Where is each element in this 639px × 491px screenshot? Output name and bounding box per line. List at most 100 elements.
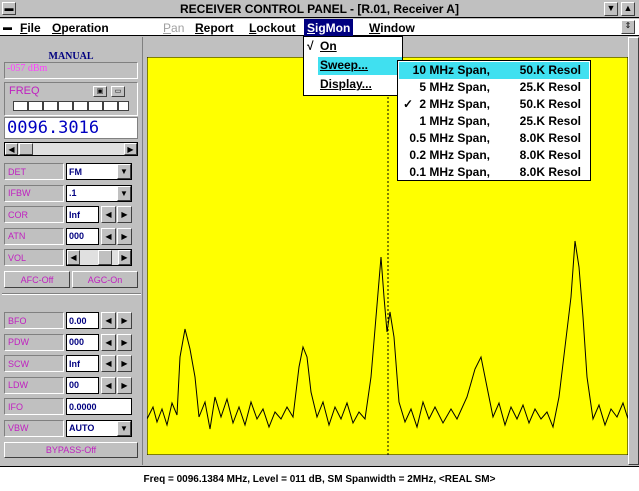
menu-item[interactable]: Pan bbox=[163, 21, 185, 35]
field-value[interactable]: .1 bbox=[66, 184, 132, 202]
freq-display: 0096.3016 bbox=[4, 117, 138, 139]
sweep-option[interactable]: 1 MHz Span, 25.K Resol bbox=[399, 113, 589, 130]
slider-left[interactable]: ◀ bbox=[67, 250, 80, 265]
field-value[interactable]: 00 bbox=[66, 376, 99, 394]
dropdown-button[interactable]: ▼ bbox=[117, 420, 131, 436]
spin-down[interactable]: ◀ bbox=[101, 355, 116, 372]
menu-item[interactable]: Lockout bbox=[249, 21, 296, 35]
maximize-button[interactable]: ▲ bbox=[621, 2, 635, 16]
title: RECEIVER CONTROL PANEL - [R.01, Receiver… bbox=[180, 2, 459, 16]
span-text: 0.5 MHz Span, bbox=[409, 131, 490, 145]
spin-down[interactable]: ◀ bbox=[101, 312, 116, 329]
span-text: 1 MHz Span, bbox=[419, 114, 490, 128]
afc-button[interactable]: AFC-Off bbox=[4, 271, 70, 288]
sweep-option[interactable]: ✓ 2 MHz Span, 50.K Resol bbox=[399, 96, 589, 113]
menu-option[interactable]: Sweep... bbox=[318, 57, 402, 75]
menu-option[interactable]: On bbox=[320, 39, 337, 53]
bypass-button[interactable]: BYPASS-Off bbox=[4, 442, 138, 458]
spin-up[interactable]: ▶ bbox=[117, 206, 132, 223]
spin-up[interactable]: ▶ bbox=[117, 312, 132, 329]
dropdown-button[interactable]: ▼ bbox=[117, 164, 131, 179]
slider-right[interactable]: ▶ bbox=[118, 250, 131, 265]
menu-bar: ▬ ⇕ File Operation Pan Report Lockout SigMon W… bbox=[0, 19, 639, 36]
field-label: ATN bbox=[4, 227, 64, 245]
level-display: -057 dBm bbox=[4, 62, 138, 79]
minimize-button[interactable]: ▼ bbox=[604, 2, 618, 16]
restore-button[interactable]: ⇕ bbox=[621, 20, 635, 34]
freq-button[interactable]: ▣ bbox=[93, 86, 107, 97]
resol-text: 25.K Resol bbox=[519, 114, 581, 128]
spectrum-trace bbox=[147, 240, 628, 430]
resol-text: 50.K Resol bbox=[519, 63, 581, 77]
resol-text: 8.0K Resol bbox=[519, 165, 581, 179]
field-label: VOL bbox=[4, 249, 64, 266]
spin-down[interactable]: ◀ bbox=[101, 227, 116, 245]
field-label: IFBW bbox=[4, 184, 64, 202]
sweep-menu: 10 MHz Span, 50.K Resol 5 MHz Span, 25.K Re… bbox=[397, 60, 591, 181]
field-label: SCW bbox=[4, 355, 64, 372]
span-text: 2 MHz Span, bbox=[419, 97, 490, 111]
field-value[interactable]: Inf bbox=[66, 206, 99, 223]
spin-up[interactable]: ▶ bbox=[117, 227, 132, 245]
menu-option[interactable]: Display... bbox=[320, 77, 372, 91]
field-label: BFO bbox=[4, 312, 64, 329]
resol-text: 8.0K Resol bbox=[519, 148, 581, 162]
menu-item[interactable]: SigMon bbox=[304, 19, 354, 36]
span-text: 10 MHz Span, bbox=[412, 63, 490, 77]
title-bar: ▬ RECEIVER CONTROL PANEL - [R.01, Receiv… bbox=[0, 0, 639, 18]
sweep-option[interactable]: 0.1 MHz Span, 8.0K Resol bbox=[399, 164, 589, 181]
dropdown-button[interactable]: ▼ bbox=[117, 185, 131, 201]
menu-item[interactable]: Window bbox=[369, 21, 415, 35]
left-panel: MANUAL -057 dBm FREQ ▣ ▭ 0096.3016 ◀ ▶ D… bbox=[0, 37, 143, 465]
field-value[interactable]: 0.0000 bbox=[66, 398, 132, 415]
spin-down[interactable]: ◀ bbox=[101, 333, 116, 351]
system-menu[interactable]: ▬ bbox=[2, 2, 16, 15]
spin-up[interactable]: ▶ bbox=[117, 355, 132, 372]
mode-label: MANUAL bbox=[48, 51, 94, 62]
resol-text: 25.K Resol bbox=[519, 80, 581, 94]
menu-item[interactable]: File bbox=[20, 21, 41, 35]
sweep-option[interactable]: 10 MHz Span, 50.K Resol bbox=[399, 62, 589, 79]
slider-thumb[interactable] bbox=[98, 250, 112, 265]
status-bar: Freq = 0096.1384 MHz, Level = 011 dB, SM… bbox=[0, 466, 639, 491]
field-label: LDW bbox=[4, 376, 64, 394]
freq-button[interactable]: ▭ bbox=[111, 86, 125, 97]
spin-down[interactable]: ◀ bbox=[101, 206, 116, 223]
spin-down[interactable]: ◀ bbox=[101, 376, 116, 394]
separator bbox=[2, 293, 141, 295]
resol-text: 50.K Resol bbox=[519, 97, 581, 111]
plot-scrollbar[interactable] bbox=[628, 37, 639, 465]
menu-item[interactable]: Report bbox=[195, 21, 234, 35]
child-menu[interactable]: ▬ bbox=[3, 22, 12, 32]
field-value[interactable]: 000 bbox=[66, 333, 99, 351]
sigmon-menu: √ On Sweep... Display... bbox=[303, 36, 403, 96]
field-label: PDW bbox=[4, 333, 64, 351]
agc-button[interactable]: AGC-On bbox=[72, 271, 138, 288]
freq-box: FREQ ▣ ▭ bbox=[4, 82, 138, 116]
field-value[interactable]: FM bbox=[66, 163, 132, 180]
field-value[interactable]: Inf bbox=[66, 355, 99, 372]
spin-up[interactable]: ▶ bbox=[117, 376, 132, 394]
field-label: IFO bbox=[4, 398, 64, 415]
spin-up[interactable]: ▶ bbox=[117, 333, 132, 351]
span-text: 0.2 MHz Span, bbox=[409, 148, 490, 162]
digit-buttons[interactable] bbox=[13, 101, 129, 111]
field-value[interactable]: 0.00 bbox=[66, 312, 99, 329]
sweep-option[interactable]: 0.2 MHz Span, 8.0K Resol bbox=[399, 147, 589, 164]
check-mark: ✓ bbox=[403, 97, 414, 111]
resol-text: 8.0K Resol bbox=[519, 131, 581, 145]
sweep-option[interactable]: 0.5 MHz Span, 8.0K Resol bbox=[399, 130, 589, 147]
field-label: COR bbox=[4, 206, 64, 223]
field-label: VBW bbox=[4, 419, 64, 437]
span-text: 0.1 MHz Span, bbox=[409, 165, 490, 179]
span-text: 5 MHz Span, bbox=[419, 80, 490, 94]
menu-item[interactable]: Operation bbox=[52, 21, 109, 35]
freq-label: FREQ bbox=[9, 85, 40, 97]
field-label: DET bbox=[4, 163, 64, 180]
sweep-option[interactable]: 5 MHz Span, 25.K Resol bbox=[399, 79, 589, 96]
field-value[interactable]: AUTO bbox=[66, 419, 132, 437]
field-value[interactable]: 000 bbox=[66, 227, 99, 245]
check-mark: √ bbox=[307, 39, 314, 53]
freq-scrollbar[interactable]: ◀ ▶ bbox=[4, 142, 138, 156]
